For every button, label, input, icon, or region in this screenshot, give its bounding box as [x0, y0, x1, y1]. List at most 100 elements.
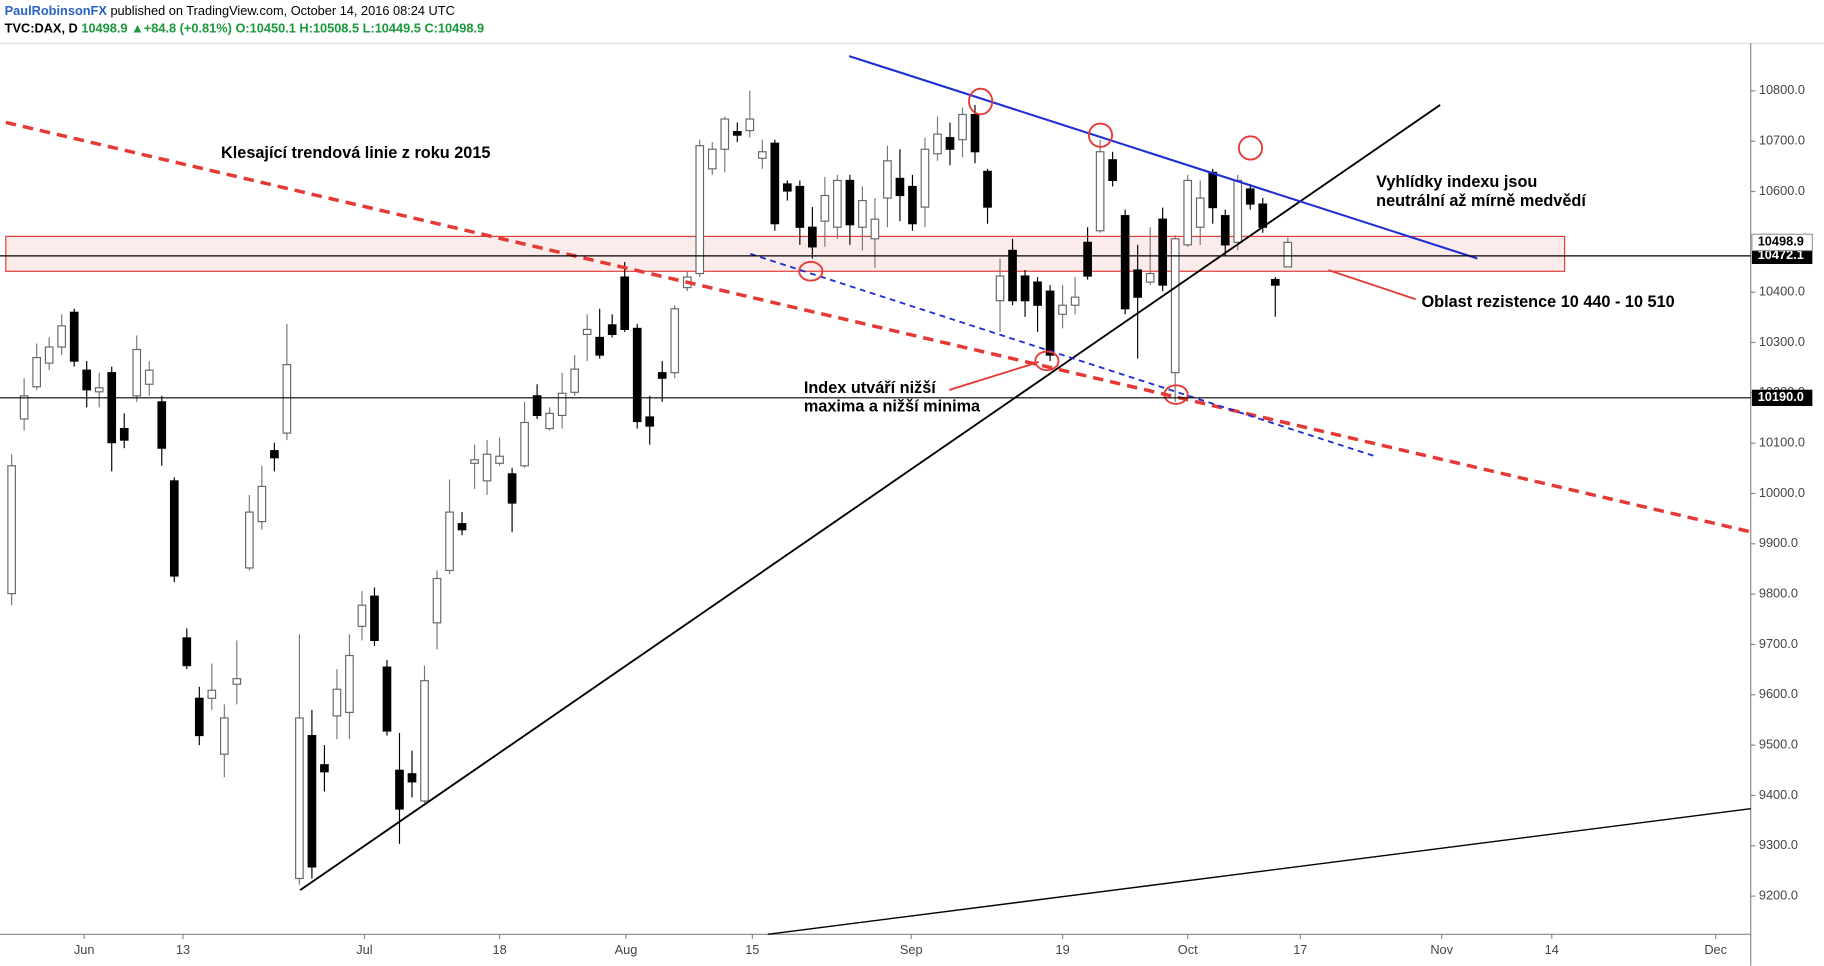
y-tick-label: 9900.0 [1759, 535, 1798, 550]
candle-body [883, 160, 892, 199]
x-tick-label: Jun [74, 942, 95, 957]
candle-body [1008, 249, 1017, 302]
candle-body [1170, 238, 1180, 374]
x-tick-label: 17 [1293, 942, 1307, 957]
candle-body [182, 637, 192, 667]
candle-body [645, 416, 655, 427]
candle-body [257, 485, 267, 523]
y-tick-label: 10100.0 [1759, 435, 1805, 450]
y-tick-label: 10600.0 [1759, 183, 1805, 198]
candle-body [795, 185, 805, 228]
candle-body [1033, 281, 1042, 306]
candle-body [270, 450, 279, 459]
candle-body [94, 387, 104, 393]
candle-body [983, 170, 992, 208]
annotation: Index utváří nižší [804, 379, 936, 397]
x-tick-label: 13 [176, 942, 190, 957]
annotation: Klesající trendová linie z roku 2015 [221, 144, 490, 162]
candle-body [820, 194, 830, 222]
candle-body [670, 308, 680, 374]
header-line-1: PaulRobinsonFX published on TradingView.… [5, 3, 455, 18]
candle-body [345, 654, 354, 713]
published: published on TradingView.com, October 14… [110, 3, 454, 18]
candle-body [995, 275, 1005, 302]
x-tick-label: 19 [1055, 942, 1069, 957]
candle-body [770, 142, 780, 225]
x-tick-label: 18 [492, 942, 506, 957]
candle-body [470, 459, 479, 464]
candle-body [845, 179, 855, 226]
x-tick-label: 15 [745, 942, 759, 957]
y-tick-label: 10700.0 [1759, 133, 1805, 148]
candle-body [219, 717, 229, 755]
candle-body [157, 401, 167, 449]
x-tick-label: Jul [356, 942, 372, 957]
symbol: TVC:DAX, D [5, 21, 78, 36]
candle-body [620, 276, 630, 330]
candle-body [1245, 188, 1255, 205]
y-tick-label: 9700.0 [1759, 636, 1798, 651]
candle-body [895, 177, 905, 197]
candle-body [382, 666, 392, 732]
candle-body [707, 148, 717, 170]
candle-body [144, 369, 154, 385]
candle-body [482, 453, 492, 482]
candle-body [1020, 275, 1030, 302]
price: 10498.9 [81, 21, 127, 36]
marker [798, 261, 824, 282]
candle-body [169, 480, 179, 577]
last-price-label: 10498.9 [1758, 234, 1804, 249]
candle-body [808, 226, 817, 248]
candle-body [1070, 296, 1080, 306]
marker [1163, 384, 1189, 405]
candle-body [1045, 290, 1055, 356]
candle-body [507, 473, 517, 504]
candle-body [395, 769, 404, 810]
candle-body [858, 199, 867, 228]
candle-body [32, 356, 41, 388]
header-line-2: TVC:DAX, D 10498.9 ▲+84.8 (+0.81%) O:104… [5, 21, 485, 36]
candle-body [1145, 272, 1155, 283]
candle-body [1095, 151, 1105, 232]
price-badge [1751, 389, 1813, 406]
y-tick-label: 9800.0 [1759, 585, 1798, 600]
plot [7, 90, 1293, 885]
marker [968, 87, 994, 116]
candle-body [557, 392, 567, 417]
candle-body [607, 324, 617, 336]
candle-body [194, 697, 204, 737]
trendline-2015 [5, 120, 1752, 534]
candle-body [1133, 269, 1142, 298]
candle-body [457, 523, 467, 531]
last-price-badge [1751, 233, 1813, 252]
lower-line [767, 808, 1751, 936]
candle-body [307, 734, 317, 868]
candle-body [1158, 218, 1168, 286]
candle-body [720, 118, 730, 150]
candle-body [69, 311, 79, 362]
candle-body [370, 595, 379, 642]
candle-body [295, 717, 304, 880]
candle-body [545, 412, 554, 430]
candle-body [232, 678, 242, 685]
candle-body [695, 145, 705, 275]
candle-body [245, 511, 254, 569]
candle-body [595, 336, 605, 356]
annotation: Vyhlídky indexu jsou [1376, 173, 1537, 191]
annotation: maxima a nižší minima [804, 398, 981, 416]
candle-body [582, 328, 592, 336]
price-badge-label: 10190.0 [1758, 389, 1804, 404]
candle-body [1195, 197, 1205, 228]
candle-body [833, 179, 842, 228]
y-tick-label: 10800.0 [1759, 82, 1805, 97]
arrow-line [948, 361, 1040, 391]
y-tick-label: 9500.0 [1759, 736, 1798, 751]
candle-body [1283, 241, 1293, 268]
candle-body [1120, 215, 1130, 310]
marker [1237, 135, 1264, 161]
price-badge [1751, 247, 1813, 265]
candle-body [757, 151, 767, 159]
candle-body [570, 368, 579, 393]
